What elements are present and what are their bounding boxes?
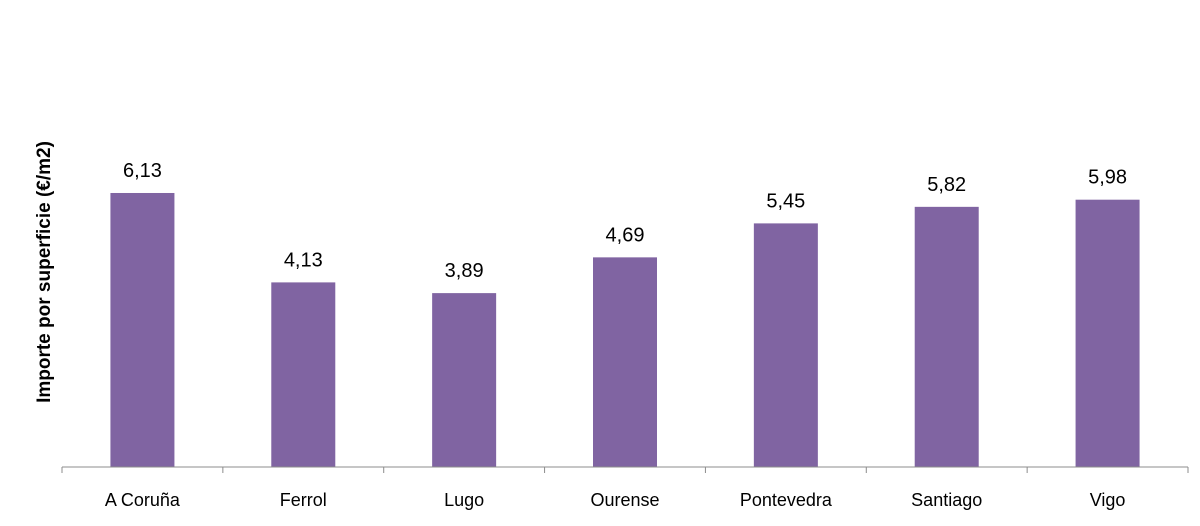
bar-value-label: 5,98 xyxy=(1088,167,1127,189)
bar xyxy=(1075,199,1140,467)
bar xyxy=(753,223,818,467)
bars-group xyxy=(110,192,1140,467)
bar-value-label: 3,89 xyxy=(445,260,484,282)
bar xyxy=(110,192,175,467)
bar-value-label: 6,13 xyxy=(123,160,162,182)
data-labels-group: 6,13 4,13 3,89 4,69 5,45 5,82 5,98 xyxy=(123,160,1127,282)
bar xyxy=(914,206,979,467)
x-tick-label: Vigo xyxy=(1090,490,1126,510)
x-tick-label: Santiago xyxy=(911,490,982,510)
bar-value-label: 4,69 xyxy=(606,224,645,246)
bar xyxy=(593,257,657,467)
bar-value-label: 5,82 xyxy=(927,174,966,196)
x-tick-label: Ourense xyxy=(590,490,659,510)
x-tick-label: A Coruña xyxy=(105,490,181,510)
x-tick-labels-group: A Coruña Ferrol Lugo Ourense Pontevedra Santi… xyxy=(105,490,1126,510)
bar xyxy=(271,282,336,467)
x-axis xyxy=(61,466,1189,473)
y-axis-title: Importe por superficie (€/m2) xyxy=(34,141,55,403)
bar xyxy=(432,293,497,467)
x-tick-label: Ferrol xyxy=(280,490,327,510)
bar-value-label: 5,45 xyxy=(766,190,805,212)
x-tick-label: Lugo xyxy=(444,490,484,510)
x-tick-label: Pontevedra xyxy=(740,490,833,510)
bar-value-label: 4,13 xyxy=(284,249,323,271)
